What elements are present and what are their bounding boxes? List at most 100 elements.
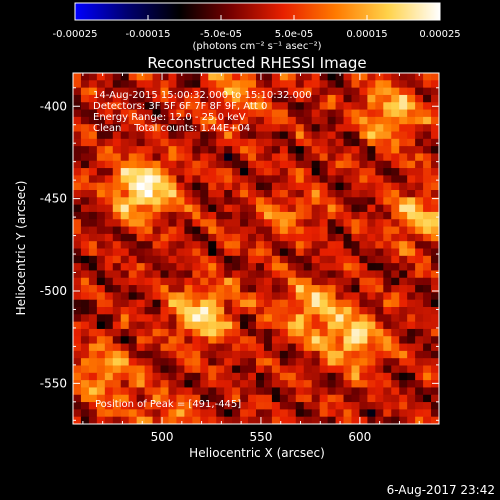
heatmap-cell: [367, 211, 376, 220]
heatmap-cell: [136, 219, 146, 227]
heatmap-cell: [391, 270, 400, 279]
heatmap-cell: [335, 380, 344, 388]
heatmap-cell: [431, 263, 440, 271]
heatmap-cell: [343, 204, 352, 213]
heatmap-cell: [415, 241, 424, 249]
heatmap-cell: [160, 277, 169, 286]
heatmap-cell: [208, 204, 217, 213]
heatmap-cell: [319, 80, 329, 89]
heatmap-cell: [335, 248, 344, 257]
heatmap-cell: [160, 299, 169, 308]
heatmap-cell: [295, 365, 305, 374]
heatmap-cell: [176, 160, 185, 169]
heatmap-cell: [208, 160, 217, 169]
heatmap-cell: [144, 336, 153, 344]
heatmap-cell: [271, 343, 281, 352]
heatmap-cell: [287, 241, 297, 249]
heatmap-cell: [431, 241, 440, 249]
heatmap-cell: [152, 307, 161, 315]
heatmap-cell: [168, 365, 177, 374]
heatmap-cell: [200, 116, 209, 125]
heatmap-cell: [208, 153, 217, 162]
heatmap-cell: [351, 182, 360, 191]
heatmap-cell: [351, 94, 360, 103]
heatmap-cell: [407, 109, 416, 118]
heatmap-cell: [128, 277, 138, 286]
annotation-block: 14-Aug-2015 15:00:32.000 to 15:10:32.000…: [93, 90, 312, 134]
heatmap-cell: [367, 87, 376, 96]
heatmap-cell: [335, 270, 344, 279]
heatmap-cell: [343, 307, 352, 315]
heatmap-cell: [168, 350, 177, 359]
heatmap-cell: [367, 190, 376, 198]
heatmap-cell: [311, 124, 321, 132]
heatmap-cell: [128, 299, 138, 308]
heatmap-cell: [359, 80, 368, 89]
heatmap-cell: [120, 219, 130, 227]
heatmap-cell: [208, 219, 217, 227]
heatmap-cell: [128, 131, 138, 140]
heatmap-cell: [232, 94, 241, 103]
heatmap-cell: [208, 226, 217, 235]
heatmap-cell: [423, 73, 432, 81]
heatmap-cell: [359, 94, 368, 103]
heatmap-cell: [271, 307, 281, 315]
heatmap-cell: [256, 182, 265, 191]
heatmap-cell: [208, 124, 217, 132]
heatmap-cell: [359, 160, 368, 169]
heatmap-cell: [152, 321, 161, 330]
heatmap-cell: [104, 226, 114, 235]
heatmap-cell: [431, 336, 440, 344]
heatmap-cell: [319, 299, 329, 308]
heatmap-cell: [415, 307, 424, 315]
heatmap-cell: [391, 277, 400, 286]
heatmap-cell: [311, 160, 321, 169]
heatmap-cell: [415, 387, 424, 396]
heatmap-cell: [96, 285, 106, 293]
heatmap-cell: [351, 409, 360, 418]
heatmap-cell: [367, 73, 376, 81]
heatmap-cell: [391, 263, 400, 271]
heatmap-cell: [375, 226, 384, 235]
heatmap-cell: [168, 255, 177, 264]
heatmap-cell: [144, 124, 153, 132]
heatmap-cell: [88, 190, 98, 198]
heatmap-cell: [407, 146, 416, 154]
heatmap-cell: [248, 168, 257, 176]
heatmap-cell: [152, 124, 161, 132]
heatmap-cell: [279, 255, 289, 264]
heatmap-cell: [263, 350, 273, 359]
heatmap-cell: [287, 394, 297, 403]
heatmap-cell: [319, 358, 329, 366]
heatmap-cell: [319, 197, 329, 206]
heatmap-cell: [104, 402, 114, 410]
heatmap-cell: [335, 80, 344, 89]
heatmap-cell: [208, 299, 217, 308]
heatmap-cell: [176, 307, 185, 315]
heatmap-cell: [303, 255, 313, 264]
heatmap-cell: [319, 94, 329, 103]
colorbar-tick-label: -5.0e-05: [200, 29, 242, 40]
heatmap-cell: [160, 336, 169, 344]
heatmap-cell: [168, 109, 177, 118]
heatmap-cell: [216, 350, 225, 359]
heatmap-cell: [128, 343, 138, 352]
heatmap-cell: [367, 153, 376, 162]
heatmap-cell: [104, 263, 114, 271]
heatmap-cell: [184, 153, 193, 162]
heatmap-cell: [271, 211, 281, 220]
heatmap-cell: [144, 255, 153, 264]
heatmap-cell: [240, 255, 249, 264]
heatmap-cell: [144, 226, 153, 235]
heatmap-cell: [287, 190, 297, 198]
heatmap-cell: [80, 343, 90, 352]
heatmap-cell: [176, 328, 185, 337]
heatmap-cell: [192, 270, 201, 279]
heatmap-cell: [152, 270, 161, 279]
heatmap-cell: [80, 109, 90, 118]
heatmap-cell: [144, 314, 153, 323]
heatmap-cell: [128, 233, 138, 242]
heatmap-cell: [311, 299, 321, 308]
heatmap-cell: [399, 131, 408, 140]
heatmap-cell: [271, 314, 281, 323]
